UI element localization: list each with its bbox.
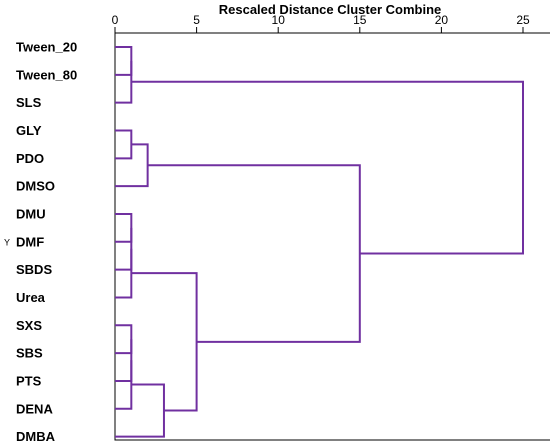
branch-c1	[115, 46, 133, 76]
branch-c6	[115, 227, 133, 271]
x-axis-ticks: 0 5 10 15 20 25	[112, 13, 530, 33]
leaf-label-sbds: SBDS	[16, 262, 52, 277]
leaf-label-sbs: SBS	[16, 346, 43, 361]
x-tick-label-15: 15	[353, 13, 367, 27]
leaf-label-sls: SLS	[16, 95, 42, 110]
x-tick-label-10: 10	[272, 13, 286, 27]
branch-c9	[115, 339, 133, 382]
branch-c8	[115, 324, 133, 355]
branch-c10	[115, 360, 133, 410]
branch-c7	[115, 248, 133, 299]
x-tick-label-0: 0	[112, 13, 119, 27]
row-marker: Y	[4, 237, 10, 247]
branch-c13	[147, 164, 361, 343]
x-tick-label-25: 25	[516, 13, 530, 27]
branch-c11	[115, 383, 165, 438]
leaf-label-pts: PTS	[16, 373, 42, 388]
plot-frame	[114, 33, 550, 441]
x-tick-label-20: 20	[435, 13, 449, 27]
x-tick-label-5: 5	[193, 13, 200, 27]
leaf-label-dmba: DMBA	[16, 429, 56, 444]
leaf-label-urea: Urea	[16, 290, 46, 305]
leaf-label-sxs: SXS	[16, 318, 42, 333]
leaf-label-gly: GLY	[16, 123, 42, 138]
leaf-label-pdo: PDO	[16, 151, 44, 166]
leaf-label-tween-20: Tween_20	[16, 40, 77, 55]
chart-title: Rescaled Distance Cluster Combine	[219, 2, 442, 17]
leaf-label-dena: DENA	[16, 401, 53, 416]
branch-c14	[131, 80, 524, 255]
dendrogram-branches	[115, 46, 524, 438]
leaf-label-tween-80: Tween_80	[16, 67, 77, 82]
leaf-label-dmu: DMU	[16, 206, 46, 221]
branch-c5	[115, 212, 133, 243]
leaf-label-dmso: DMSO	[16, 179, 55, 194]
leaf-labels: Tween_20 Tween_80 SLS GLY PDO DMSO DMU DMF Y SBDS…	[4, 40, 77, 445]
branch-c2	[115, 60, 133, 104]
branch-c3	[115, 129, 133, 160]
leaf-label-dmf: DMF	[16, 234, 44, 249]
